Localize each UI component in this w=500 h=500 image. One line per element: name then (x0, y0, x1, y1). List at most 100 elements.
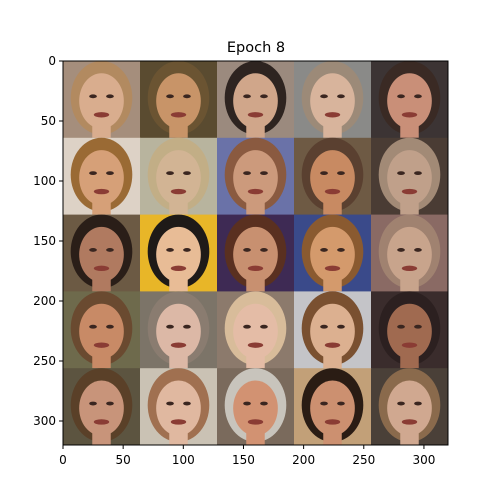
face-shape (79, 303, 124, 359)
face-shape (387, 303, 432, 359)
mouth-shape (324, 188, 341, 195)
face-shape (387, 226, 432, 283)
axes-frame (62, 60, 449, 446)
x-tick-label: 250 (352, 453, 375, 467)
face-shape (310, 226, 355, 283)
mouth-shape (170, 188, 187, 195)
eye-shape (337, 401, 345, 406)
eye-shape (320, 171, 328, 176)
x-tick-label: 200 (292, 453, 315, 467)
eye-shape (243, 248, 251, 252)
mouth-shape (170, 419, 187, 425)
y-tick-label: 150 (33, 234, 56, 248)
mouth-shape (324, 342, 341, 348)
y-tick-label: 250 (33, 354, 56, 368)
mouth-shape (170, 112, 187, 118)
mouth-shape (401, 419, 418, 425)
x-axis: 0 50 100 150 200 250 300 (59, 445, 435, 467)
face-tile (140, 368, 218, 446)
face-shape (310, 303, 355, 359)
face-tile (294, 214, 372, 292)
eye-shape (337, 171, 345, 176)
eye-shape (260, 401, 268, 406)
mouth-shape (170, 265, 187, 272)
face-tile (140, 214, 218, 292)
face-tile (63, 61, 141, 139)
y-tick-label: 300 (33, 414, 56, 428)
face-tile (217, 368, 295, 446)
eye-shape (89, 248, 97, 252)
face-shape (233, 150, 278, 206)
eye-shape (320, 94, 328, 99)
mouth-shape (247, 188, 264, 195)
mouth-shape (93, 342, 110, 348)
eye-shape (106, 94, 114, 99)
face-shape (233, 303, 278, 359)
eye-shape (397, 248, 405, 252)
eye-shape (243, 324, 251, 329)
eye-shape (260, 94, 268, 99)
eye-shape (243, 171, 251, 176)
face-tile (371, 291, 449, 369)
eye-shape (183, 324, 191, 329)
mouth-shape (401, 188, 418, 195)
face-shape (156, 73, 201, 129)
eye-shape (243, 401, 251, 406)
face-shape (79, 380, 124, 436)
x-tick-label: 50 (116, 453, 131, 467)
face-tile (63, 137, 141, 216)
face-tile (371, 368, 449, 446)
face-tile (371, 137, 449, 216)
eye-shape (166, 171, 174, 176)
eye-shape (243, 94, 251, 99)
mouth-shape (324, 112, 341, 118)
face-tile (294, 137, 372, 216)
x-tick-label: 100 (172, 453, 195, 467)
face-tile (371, 214, 449, 292)
mouth-shape (324, 419, 341, 425)
face-shape (233, 380, 278, 436)
face-tile (217, 291, 295, 369)
face-tile (63, 368, 141, 446)
x-tick-label: 300 (412, 453, 435, 467)
face-shape (387, 73, 432, 129)
eye-shape (183, 248, 191, 252)
face-tile (294, 368, 372, 446)
face-tile (217, 61, 295, 139)
eye-shape (397, 171, 405, 176)
image-grid (63, 61, 449, 446)
face-shape (79, 73, 124, 129)
mouth-shape (401, 112, 418, 118)
eye-shape (337, 324, 345, 329)
face-tile (140, 291, 218, 369)
mouth-shape (170, 342, 187, 348)
mouth-shape (247, 112, 264, 118)
face-shape (79, 226, 124, 283)
eye-shape (166, 401, 174, 406)
face-tile (294, 291, 372, 369)
face-shape (79, 150, 124, 206)
eye-shape (106, 248, 114, 252)
face-tile (371, 61, 449, 139)
mouth-shape (93, 112, 110, 118)
mouth-shape (401, 265, 418, 272)
eye-shape (337, 248, 345, 252)
eye-shape (106, 401, 114, 406)
eye-shape (89, 401, 97, 406)
face-tile (140, 137, 218, 216)
eye-shape (414, 94, 422, 99)
plot-title: Epoch 8 (227, 40, 285, 56)
y-tick-label: 100 (33, 174, 56, 188)
y-tick-label: 50 (41, 114, 56, 128)
eye-shape (320, 248, 328, 252)
face-shape (156, 380, 201, 436)
mouth-shape (93, 188, 110, 195)
x-tick-label: 150 (232, 453, 255, 467)
eye-shape (414, 248, 422, 252)
mouth-shape (401, 342, 418, 348)
eye-shape (337, 94, 345, 99)
eye-shape (166, 324, 174, 329)
eye-shape (106, 324, 114, 329)
face-shape (156, 226, 201, 283)
